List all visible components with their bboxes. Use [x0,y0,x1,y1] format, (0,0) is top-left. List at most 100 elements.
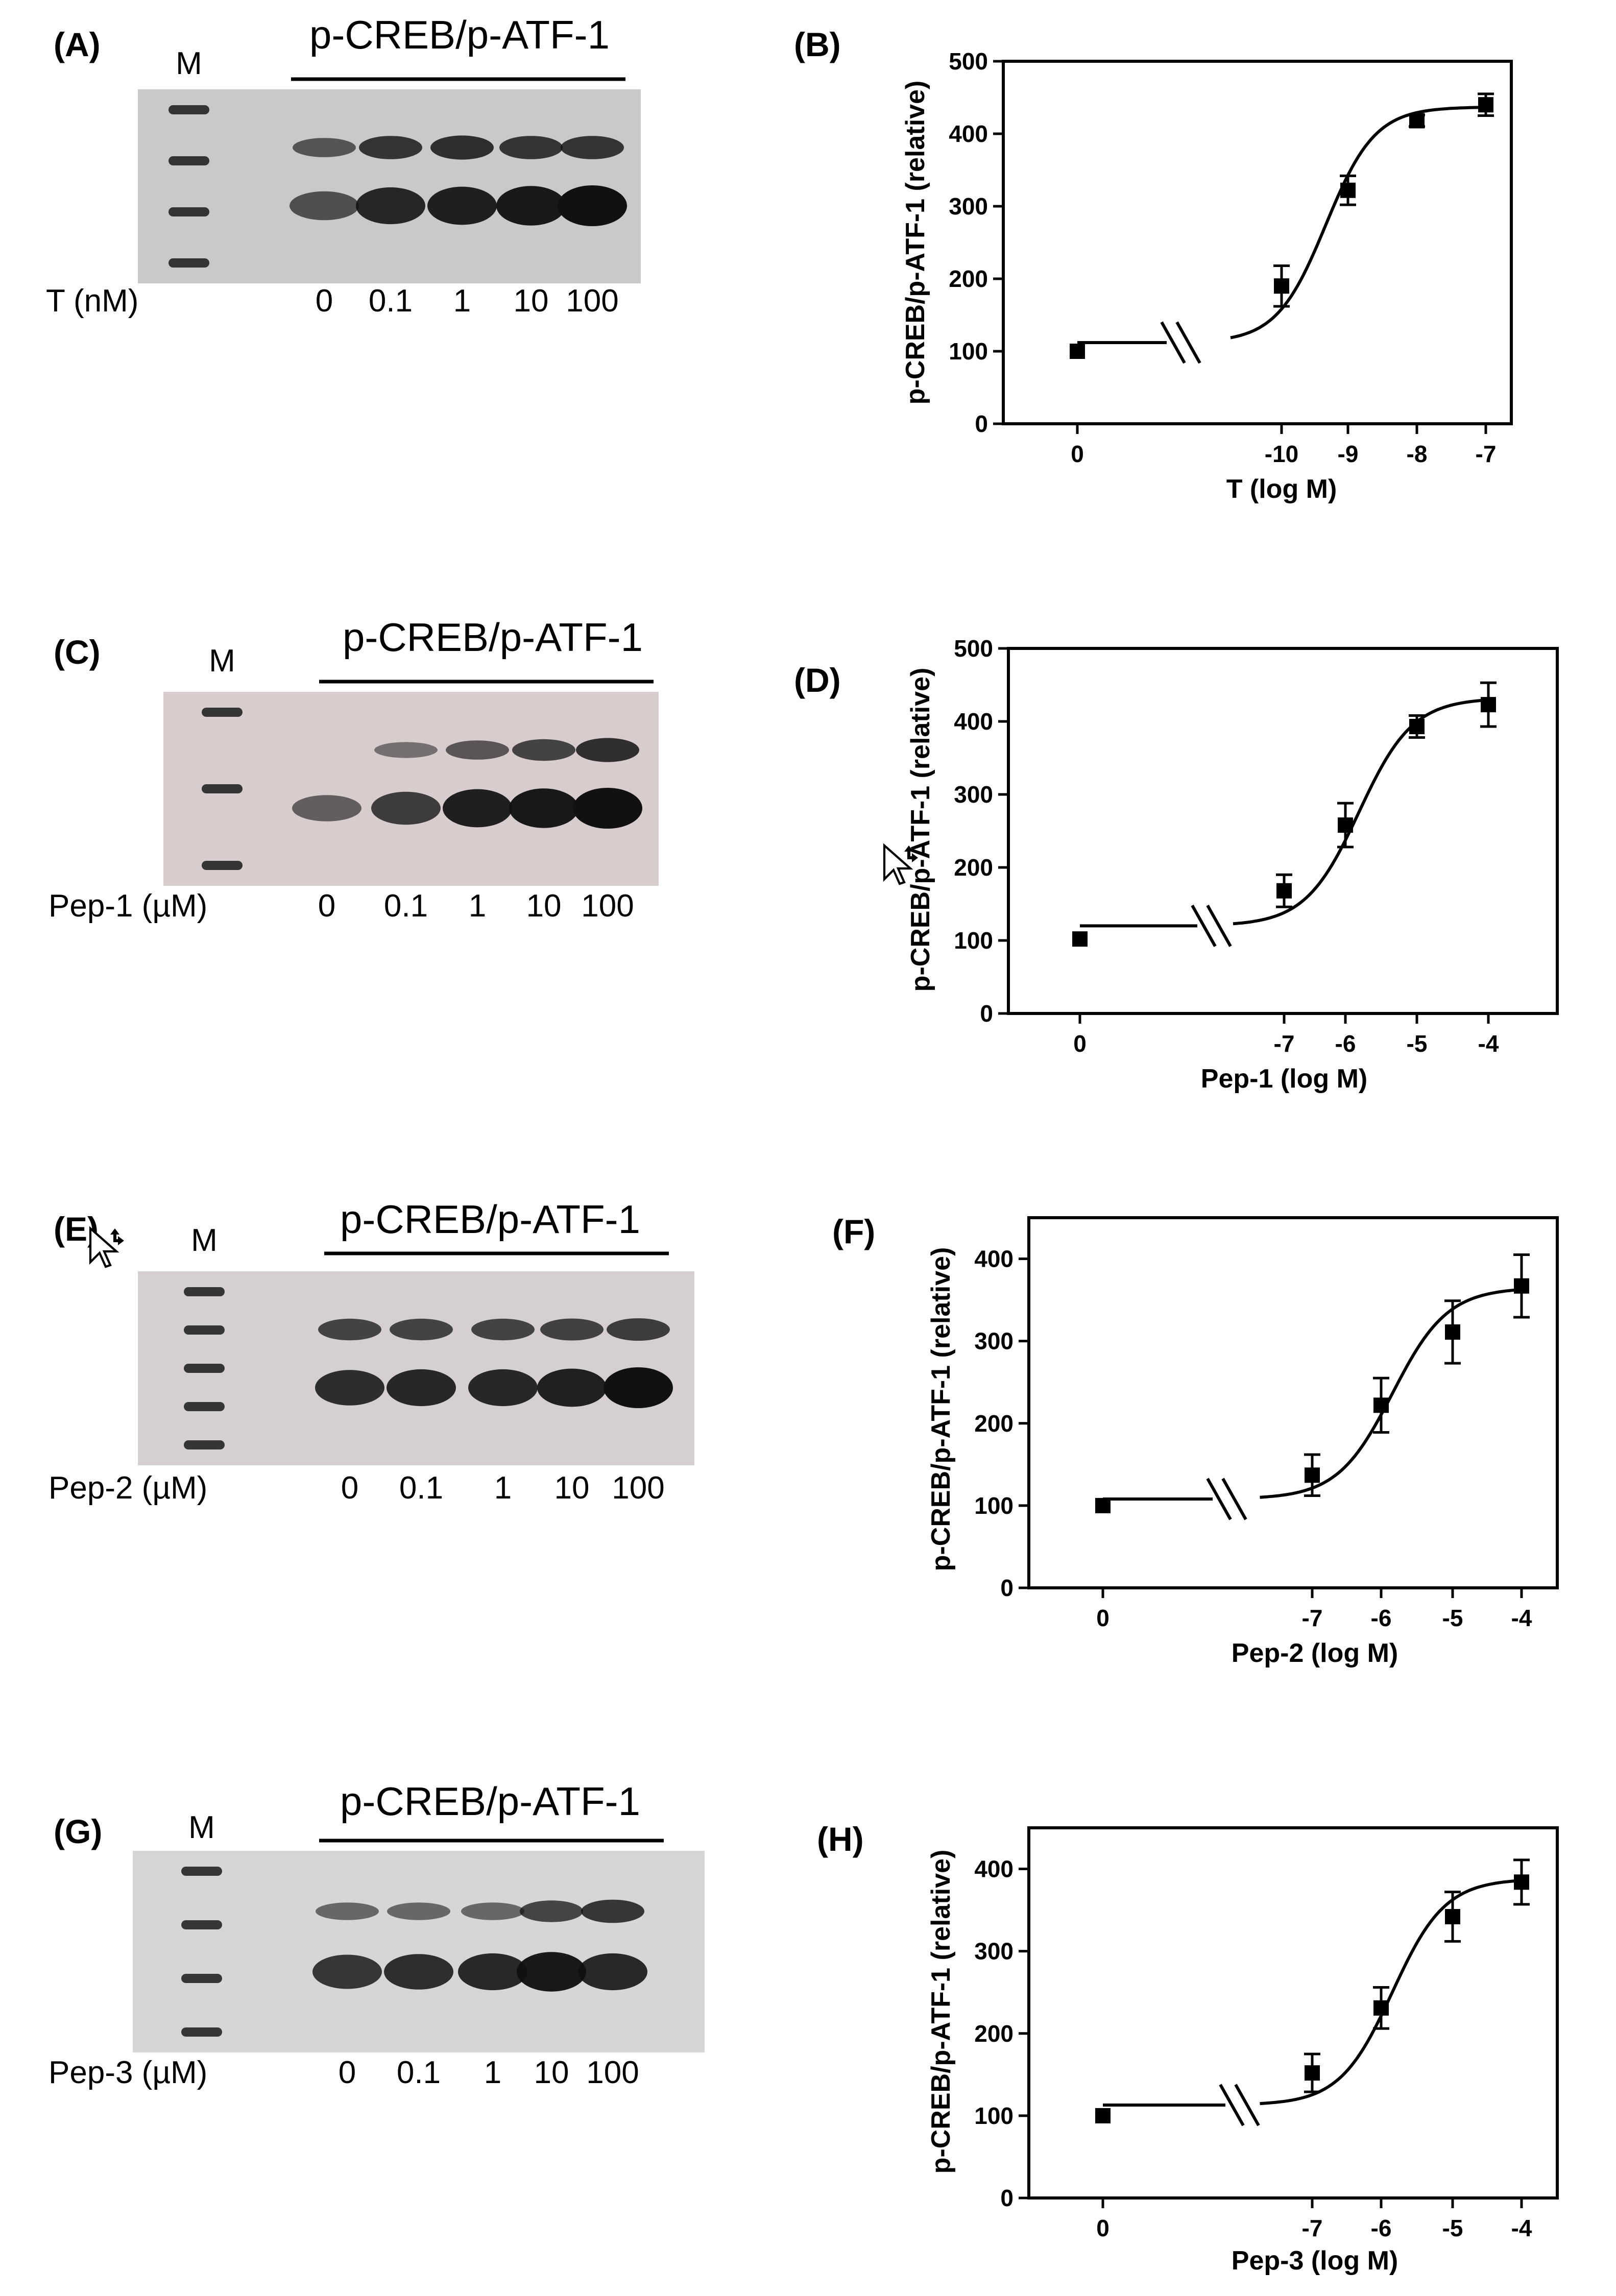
y-tick-label: 0 [1000,1575,1014,1601]
x-tick-label: -10 [1265,441,1298,467]
band-lower [356,187,425,225]
dose-label: Pep-1 (µM) [49,888,207,924]
y-tick-label: 300 [974,1938,1014,1965]
fit-curve [1233,698,1489,926]
y-tick-label: 100 [974,1492,1014,1519]
y-tick-label: 100 [974,2102,1014,2129]
y-tick-label: 200 [949,265,988,292]
data-point [1373,2000,1389,2016]
x-axis-label: Pep-3 (log M) [1232,2246,1398,2276]
y-tick-label: 0 [975,410,988,437]
y-tick-label: 300 [954,781,993,808]
marker-band [202,861,243,870]
data-point [1305,2065,1320,2081]
marker-band [168,105,209,114]
y-axis-label: p-CREB/p-ATF-1 (relative) [926,1247,956,1572]
y-tick-label: 0 [980,1000,993,1027]
band-upper [293,138,356,157]
axis-break [1206,904,1232,947]
y-tick-label: 300 [949,193,988,220]
y-tick-label: 0 [1000,2185,1014,2211]
band-lower [509,788,578,828]
x-tick-label: -9 [1338,441,1359,467]
data-point [1095,1497,1111,1513]
x-tick-label: -7 [1274,1030,1295,1057]
band-lower [292,795,361,821]
panel-letter: (G) [54,1812,102,1850]
band-lower [312,1954,382,1989]
lane-label: 100 [612,1470,664,1506]
band-upper [581,1899,644,1923]
lane-label: 100 [586,2055,639,2090]
y-tick-label: 500 [949,48,988,75]
y-tick-label: 200 [974,1410,1014,1437]
x-tick-label: -7 [1302,2215,1323,2241]
panel-letter: (D) [794,661,841,699]
marker-band [202,784,243,793]
marker-band [181,2027,222,2037]
band-lower [496,186,566,226]
band-upper [374,742,438,758]
y-tick-label: 200 [974,2020,1014,2047]
marker-band [181,1867,222,1876]
y-tick-label: 400 [974,1856,1014,1882]
data-point [1274,278,1289,294]
y-tick-label: 300 [974,1328,1014,1355]
band-lower [387,1369,456,1407]
marker-label: M [209,643,235,679]
marker-band [181,1920,222,1929]
data-point [1481,697,1496,713]
y-axis-label: p-CREB/p-ATF-1 (relative) [906,668,935,992]
panel-letter: (F) [832,1213,875,1250]
band-lower [427,186,497,225]
x-tick-label: -6 [1371,1605,1392,1631]
plot-frame [1007,647,1559,1015]
marker-band [168,156,209,165]
x-tick-label: -5 [1442,2215,1463,2241]
data-point [1276,883,1292,899]
lane-label: 10 [514,283,549,319]
panel-letter: (H) [817,1820,864,1858]
y-tick-label: 100 [954,927,993,954]
cursor-move-icon [89,1226,124,1268]
marker-label: M [176,46,202,81]
band-upper [318,1318,381,1341]
panel-letter: (B) [794,26,841,63]
x-tick-label: -6 [1335,1030,1356,1057]
band-lower [371,791,441,825]
x-tick-label: -4 [1511,2215,1532,2241]
blot-panel: (C) p-CREB/p-ATF-1 M Pep-1 (µM) 0 0.1 1 10 100 [49,615,659,924]
data-point [1373,1397,1389,1413]
band-lower [517,1952,586,1992]
band-upper [430,135,494,160]
band-lower [384,1954,453,1990]
marker-band [184,1364,225,1373]
blot-title: p-CREB/p-ATF-1 [340,1197,640,1242]
blot-title: p-CREB/p-ATF-1 [340,1779,640,1824]
x-tick-label: -4 [1478,1030,1499,1057]
lane-label: 0 [316,283,333,319]
data-point [1338,817,1353,833]
x-tick-label: 0 [1071,441,1084,467]
data-point [1305,1467,1320,1483]
data-point [1478,97,1493,113]
axis-break [1219,2084,1245,2126]
x-tick-label: 0 [1073,1030,1087,1057]
blot-image [133,1851,705,2052]
y-tick-label: 400 [949,120,988,147]
lane-label: 10 [554,1470,590,1506]
chart-panel: (H) 0 100 200 300 400 0 -7 -6 -5 -4 Pep-3 (log M) p-… [817,1820,1559,2276]
lane-label: 1 [484,2055,501,2090]
band-upper [387,1902,450,1920]
x-tick-label: -6 [1371,2215,1392,2241]
lane-label: 0 [341,1470,358,1506]
data-point [1340,182,1356,198]
blot-panel: (G) p-CREB/p-ATF-1 M Pep-3 (µM) 0 0.1 1 10 100 [49,1779,705,2090]
chart-panel: (D) 0 100 200 300 400 500 0 -7 -6 -5 -4 Pep-1 (log M… [794,635,1559,1094]
x-axis-label: Pep-2 (log M) [1232,1638,1398,1668]
band-lower [578,1953,647,1991]
axis-break [1234,2084,1260,2126]
band-upper [540,1318,604,1341]
band-lower [290,191,359,221]
